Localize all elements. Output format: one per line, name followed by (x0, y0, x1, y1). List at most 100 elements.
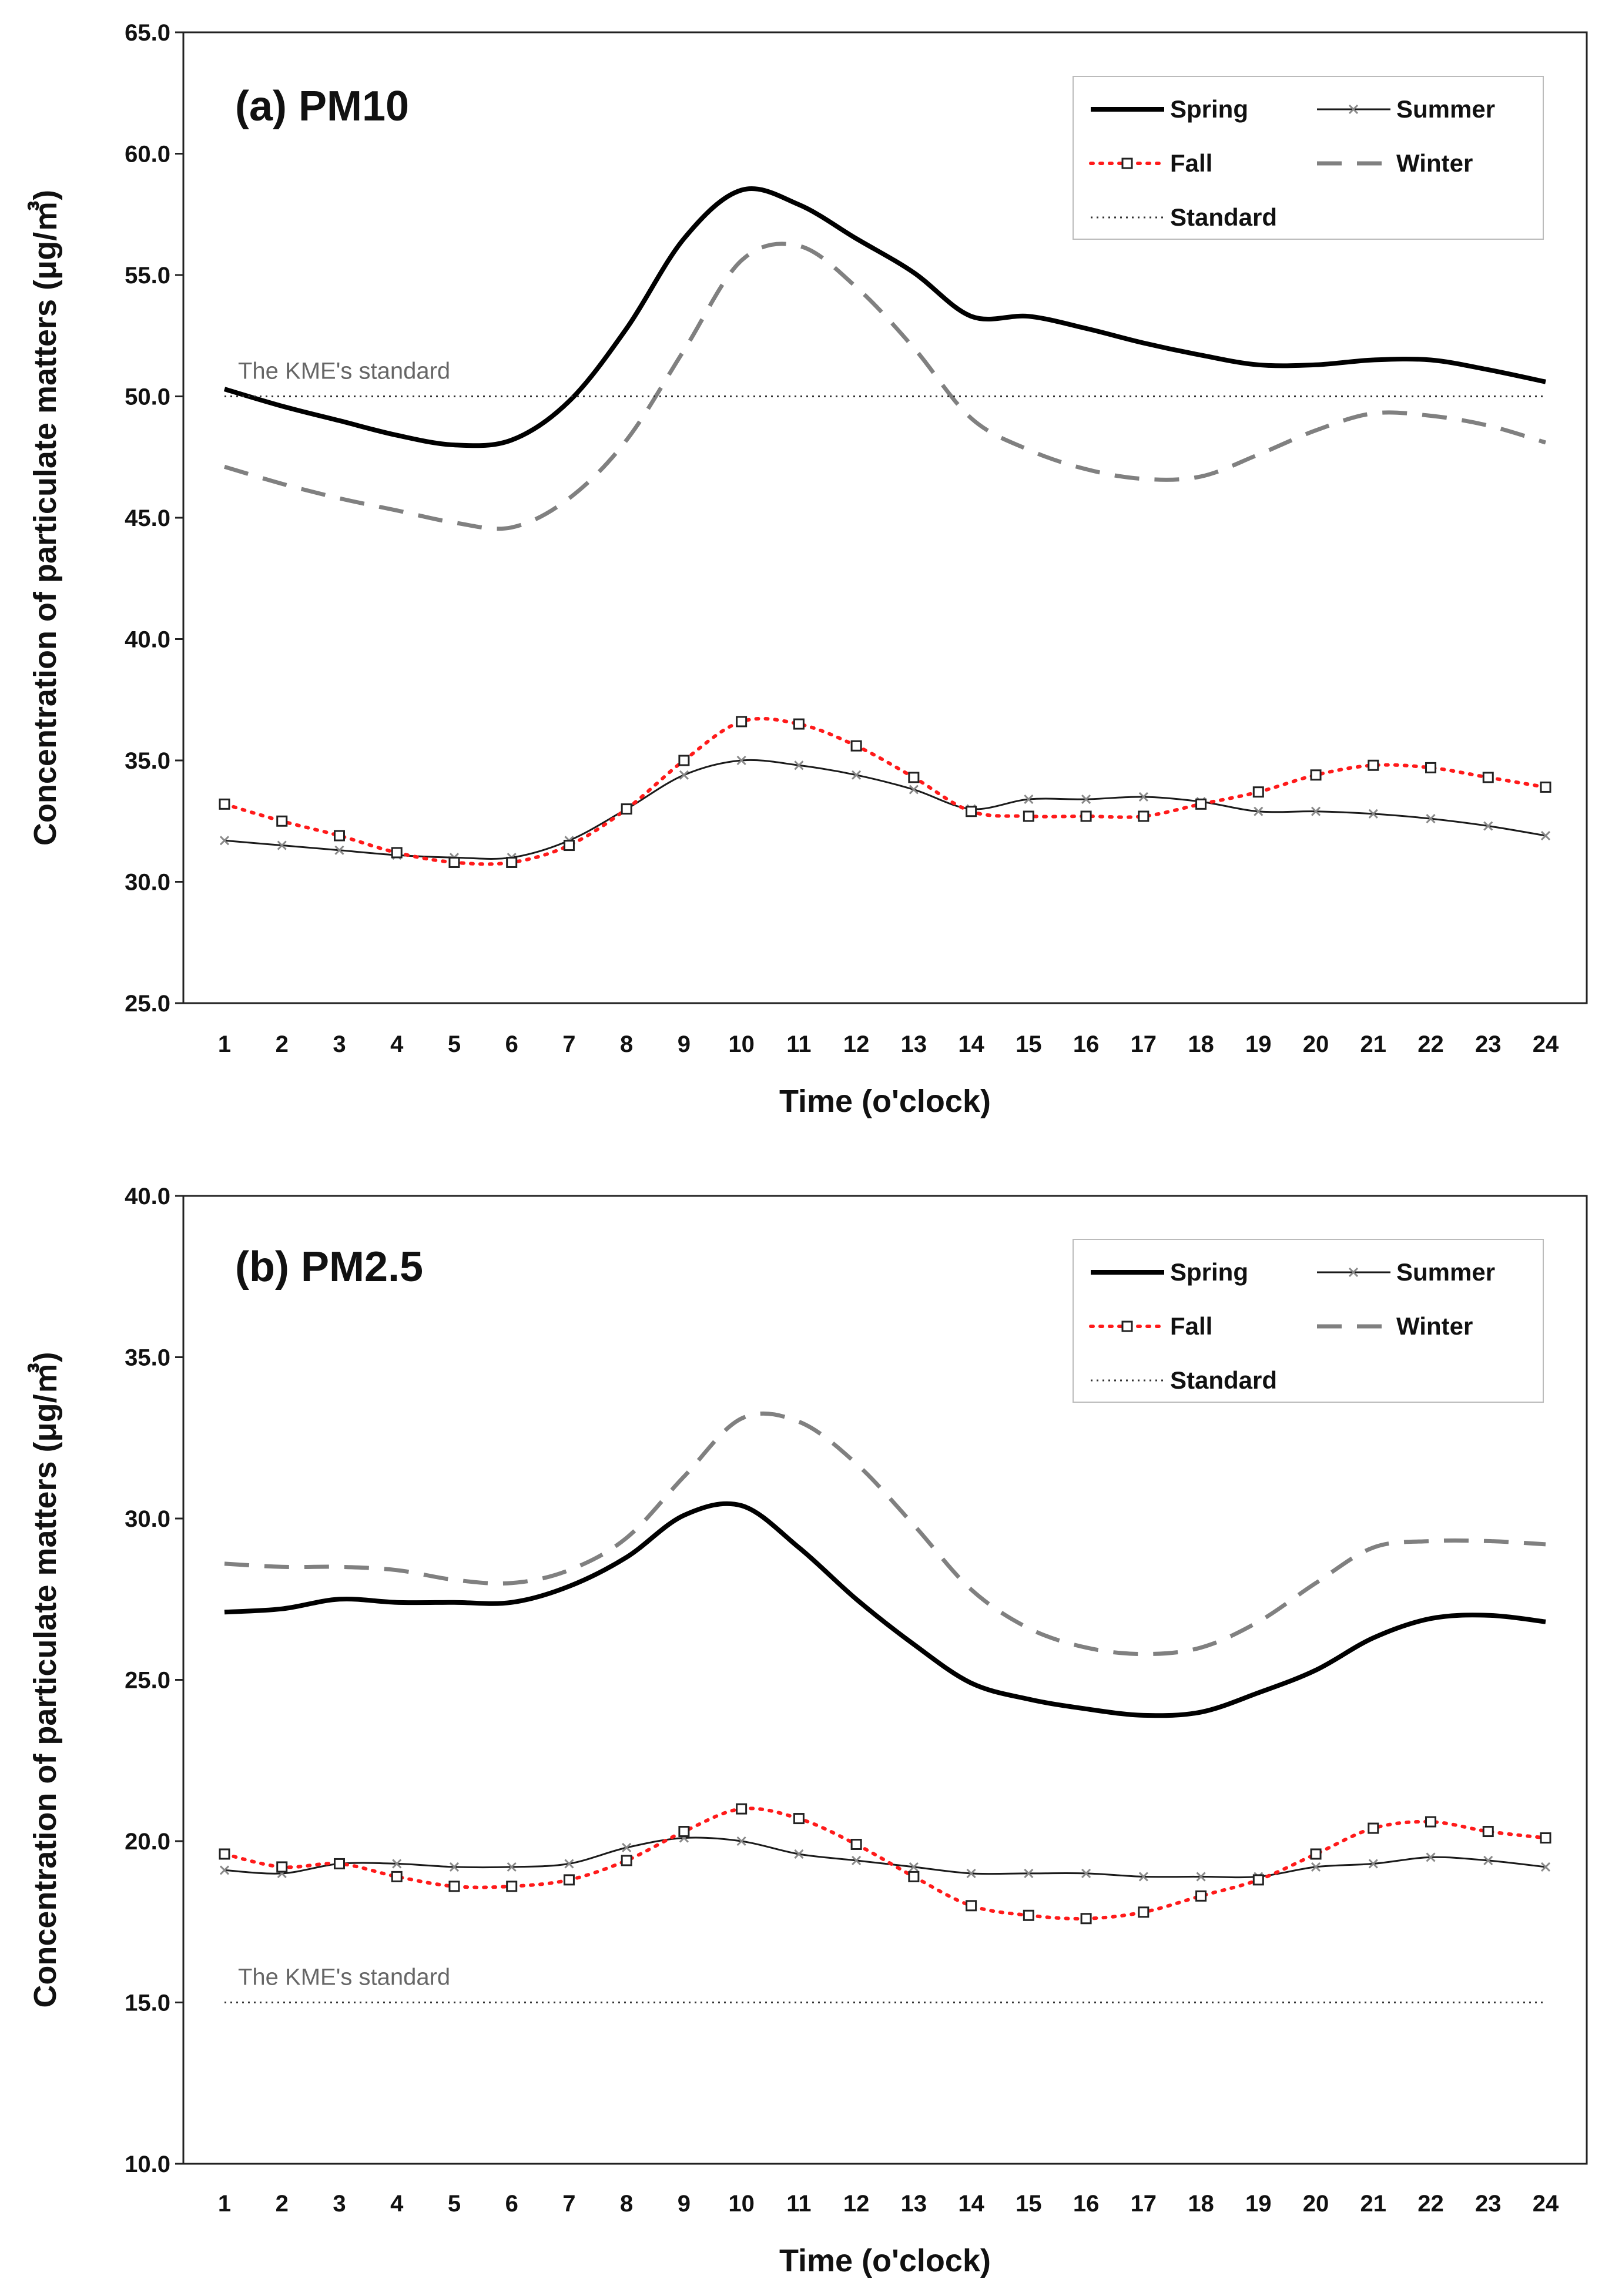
series-line-winter (224, 242, 1546, 531)
x-tick-label: 1 (218, 1031, 231, 1057)
point-marker-fall (563, 1874, 575, 1886)
point-marker-fall (966, 806, 977, 817)
series-line-winter (224, 1411, 1546, 1657)
x-tick-label: 16 (1073, 1031, 1100, 1057)
legend-label-spring: Spring (1170, 95, 1248, 123)
x-tick-label: 3 (333, 2191, 346, 2217)
x-tick-label: 10 (728, 2191, 755, 2217)
series-line-spring (224, 1501, 1546, 1718)
x-tick-label: 3 (333, 1031, 346, 1057)
series-line-spring (223, 186, 1546, 448)
y-tick-label: 30.0 (125, 1506, 170, 1532)
x-tick-label: 1 (218, 2191, 231, 2217)
x-tick-label: 5 (448, 2191, 461, 2217)
point-marker-summer (1254, 806, 1264, 816)
legend: Spring Summer Fall Winter Standard (1073, 76, 1544, 240)
point-marker-summer (679, 770, 689, 780)
legend-marker-fall (1121, 1320, 1133, 1332)
point-marker-summer (1540, 830, 1551, 841)
point-marker-summer (1540, 1862, 1551, 1872)
point-marker-fall (1138, 810, 1150, 822)
point-marker-fall (1310, 1848, 1322, 1860)
legend: Spring Summer Fall Winter Standard (1073, 1239, 1544, 1403)
point-marker-summer (334, 845, 344, 855)
y-tick-label: 40.0 (125, 1184, 170, 1209)
y-tick-label: 50.0 (125, 384, 170, 410)
point-marker-fall (563, 840, 575, 852)
point-marker-fall (966, 1900, 977, 1912)
point-marker-fall (1080, 1913, 1092, 1925)
x-tick-label: 15 (1016, 2191, 1042, 2217)
x-tick-label: 7 (562, 2191, 575, 2217)
chart-title: (b) PM2.5 (235, 1243, 423, 1291)
point-marker-fall (793, 1813, 805, 1825)
x-tick-label: 5 (448, 1031, 461, 1057)
x-tick-label: 6 (505, 1031, 518, 1057)
x-tick-label: 12 (843, 2191, 870, 2217)
point-marker-summer (794, 1849, 804, 1859)
point-marker-summer (736, 755, 746, 766)
x-tick-label: 16 (1073, 2191, 1100, 2217)
point-marker-fall (1080, 810, 1092, 822)
point-marker-fall (276, 815, 288, 827)
point-marker-fall (621, 1855, 632, 1866)
point-marker-fall (908, 1871, 920, 1882)
x-tick-label: 14 (958, 2191, 984, 2217)
x-axis-label: Time (o'clock) (779, 1084, 991, 1119)
y-tick-label: 60.0 (125, 142, 170, 167)
point-marker-fall (1138, 1906, 1150, 1918)
point-marker-summer (1368, 809, 1378, 819)
point-marker-summer (1138, 1872, 1148, 1882)
point-marker-fall (276, 1861, 288, 1873)
y-tick-label: 15.0 (125, 1990, 170, 2016)
series-line-fall (223, 716, 1547, 866)
point-marker-fall (1252, 1874, 1264, 1886)
x-tick-label: 13 (901, 1031, 927, 1057)
y-tick-label: 65.0 (125, 20, 170, 46)
chart-panel-2: 10.015.020.025.030.035.040.01 2 3 4 5 6 7 8 9 10 1… (27, 1184, 1588, 2278)
point-marker-fall (1482, 772, 1494, 783)
point-marker-summer (1081, 795, 1091, 805)
point-marker-summer (1426, 814, 1436, 824)
x-tick-label: 19 (1245, 1031, 1272, 1057)
legend-label-standard: Standard (1170, 203, 1277, 231)
legend-label-fall: Fall (1170, 1312, 1212, 1340)
point-marker-summer (622, 1842, 632, 1853)
x-tick-label: 4 (390, 2191, 404, 2217)
point-marker-summer (966, 1868, 976, 1878)
point-marker-summer (852, 770, 862, 780)
series-line-summer (224, 759, 1546, 860)
point-marker-fall (506, 1881, 518, 1892)
x-tick-label: 18 (1188, 1031, 1214, 1057)
standard-annotation: The KME's standard (238, 358, 450, 384)
point-marker-summer (219, 836, 230, 846)
point-marker-fall (1482, 1826, 1494, 1838)
point-marker-fall (736, 716, 748, 728)
x-tick-label: 18 (1188, 2191, 1214, 2217)
x-axis-label: Time (o'clock) (779, 2243, 991, 2278)
point-marker-fall (219, 1848, 230, 1860)
x-tick-label: 2 (276, 2191, 289, 2217)
point-marker-summer (1483, 821, 1493, 831)
point-marker-fall (219, 798, 230, 810)
y-tick-label: 40.0 (125, 627, 170, 653)
x-tick-label: 20 (1303, 2191, 1329, 2217)
point-marker-summer (277, 840, 287, 850)
point-marker-fall (333, 830, 345, 842)
legend-marker-fall (1121, 157, 1133, 169)
x-tick-label: 24 (1533, 1031, 1559, 1057)
point-marker-summer (1483, 1855, 1493, 1866)
point-marker-fall (793, 718, 805, 730)
point-marker-fall (1023, 1909, 1034, 1921)
point-marker-summer (909, 1862, 919, 1872)
point-marker-summer (852, 1855, 862, 1866)
point-marker-summer (1368, 1859, 1378, 1869)
point-marker-summer (794, 760, 804, 770)
x-tick-label: 22 (1417, 1031, 1444, 1057)
point-marker-summer (449, 1862, 460, 1872)
point-marker-fall (908, 772, 920, 783)
x-tick-label: 9 (678, 1031, 691, 1057)
legend-box (1073, 1239, 1544, 1403)
x-tick-label: 7 (562, 1031, 575, 1057)
point-marker-summer (1081, 1868, 1091, 1878)
